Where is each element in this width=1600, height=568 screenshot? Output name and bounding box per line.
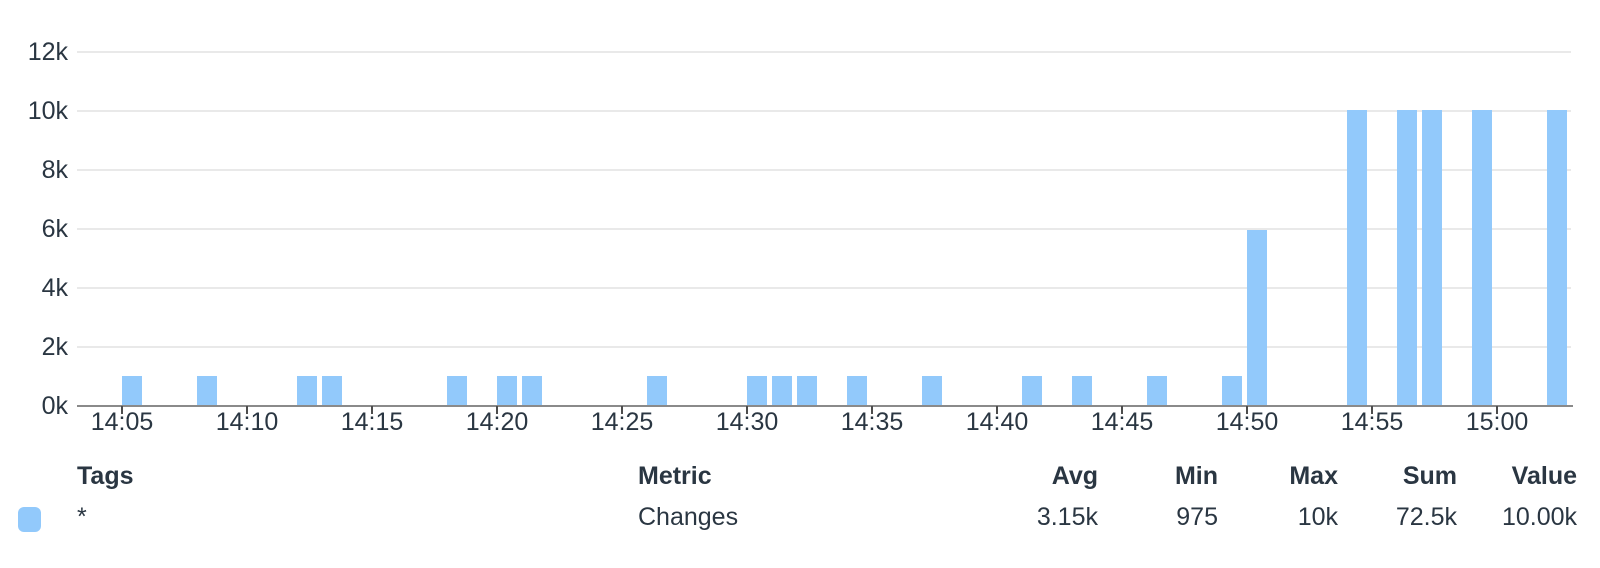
gridline-10k [77,110,1571,112]
x-axis-tick [371,406,373,414]
x-axis-label: 14:30 [715,408,779,436]
legend-header-value: Value [1511,462,1577,490]
bar-15:02[interactable] [1547,110,1567,405]
x-axis-tick [871,406,873,414]
x-axis-tick [1246,406,1248,414]
bar-14:32[interactable] [797,376,817,405]
bar-14:37[interactable] [922,376,942,405]
y-axis-label: 12k [27,38,68,66]
gridline-6k [77,228,1571,230]
legend-metric-cell: Changes [638,503,739,531]
bar-14:13[interactable] [322,376,342,405]
x-axis-tick [121,406,123,414]
x-axis-tick [621,406,623,414]
bar-14:20[interactable] [497,376,517,405]
legend-header-max: Max [1289,462,1338,490]
bar-14:18[interactable] [447,376,467,405]
y-axis-label: 8k [41,156,68,184]
x-axis-label: 14:15 [340,408,404,436]
x-axis-tick [1496,406,1498,414]
x-axis-label: 14:35 [840,408,904,436]
bar-14:31[interactable] [772,376,792,405]
x-axis-tick [746,406,748,414]
bar-14:41[interactable] [1022,376,1042,405]
legend-tag-cell[interactable]: * [77,503,87,531]
y-axis-label: 0k [41,392,68,420]
series-color-swatch[interactable] [18,507,41,532]
bar-14:08[interactable] [197,376,217,405]
x-axis-label: 14:25 [590,408,654,436]
gridline-2k [77,346,1571,348]
legend-header-avg: Avg [1051,462,1098,490]
bar-14:43[interactable] [1072,376,1092,405]
gridline-12k [77,51,1571,53]
x-axis-tick [1371,406,1373,414]
legend-header-tags: Tags [77,462,134,490]
legend-avg-cell: 3.15k [1036,503,1098,531]
bar-14:50[interactable] [1247,230,1267,405]
bar-14:54[interactable] [1347,110,1367,405]
legend-min-cell: 975 [1176,503,1218,531]
bar-14:49[interactable] [1222,376,1242,405]
gridline-8k [77,169,1571,171]
y-axis-label: 4k [41,274,68,302]
x-axis-label: 14:45 [1090,408,1154,436]
legend-value-cell: 10.00k [1501,503,1577,531]
x-axis-tick [246,406,248,414]
x-axis-label: 14:05 [90,408,154,436]
bar-14:26[interactable] [647,376,667,405]
x-axis-tick [996,406,998,414]
x-axis-label: 14:20 [465,408,529,436]
x-axis-tick [496,406,498,414]
x-axis-label: 14:50 [1215,408,1279,436]
x-axis-label: 14:10 [215,408,279,436]
bar-14:56[interactable] [1397,110,1417,405]
x-axis-line [77,405,1573,407]
y-axis-label: 2k [41,333,68,361]
bar-14:12[interactable] [297,376,317,405]
gridline-4k [77,287,1571,289]
x-axis-label: 14:40 [965,408,1029,436]
y-axis-label: 10k [27,97,68,125]
bar-14:34[interactable] [847,376,867,405]
legend-sum-cell: 72.5k [1395,503,1457,531]
x-axis-label: 14:55 [1340,408,1404,436]
legend-header-metric: Metric [638,462,712,490]
bar-14:30[interactable] [747,376,767,405]
bar-14:46[interactable] [1147,376,1167,405]
legend-header-sum: Sum [1402,462,1457,490]
bar-14:57[interactable] [1422,110,1442,405]
bar-14:59[interactable] [1472,110,1492,405]
bar-14:21[interactable] [522,376,542,405]
x-axis-tick [1121,406,1123,414]
legend-header-min: Min [1174,462,1218,490]
y-axis-label: 6k [41,215,68,243]
bar-14:05[interactable] [122,376,142,405]
legend-max-cell: 10k [1297,503,1338,531]
x-axis-label: 15:00 [1465,408,1529,436]
